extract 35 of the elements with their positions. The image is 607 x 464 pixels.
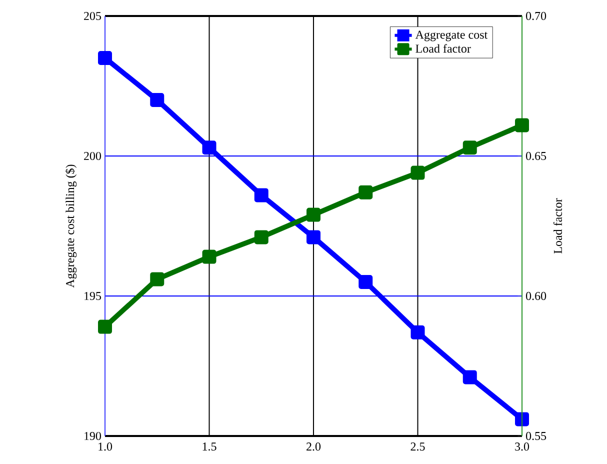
legend-label: Load factor <box>416 44 471 53</box>
point <box>462 370 477 384</box>
point <box>515 412 529 426</box>
y-tick-label: 190 <box>84 432 102 440</box>
y2-tick-label: 0.60 <box>526 292 546 300</box>
point <box>254 230 268 244</box>
point <box>202 140 216 155</box>
x-tick-label: 1.5 <box>202 442 216 451</box>
y2-tick-label: 0.65 <box>526 152 546 160</box>
point <box>202 250 216 264</box>
point <box>150 93 164 107</box>
point <box>98 320 112 334</box>
point <box>98 51 112 65</box>
point <box>254 188 268 202</box>
point <box>358 185 373 200</box>
point <box>306 230 320 244</box>
point <box>462 140 477 155</box>
point <box>410 325 425 340</box>
y-tick-label: 200 <box>84 152 102 160</box>
y-axis-title: Aggregate cost billing ($) <box>65 164 77 288</box>
point <box>410 166 425 180</box>
x-tick-label: 1.0 <box>98 442 112 451</box>
point <box>150 272 164 286</box>
y2-axis-title: Load factor <box>553 198 562 254</box>
legend-label: Aggregate cost <box>415 30 488 42</box>
point <box>306 208 320 222</box>
x-tick-label: 2.0 <box>306 442 321 451</box>
point <box>515 118 529 132</box>
y-tick-label: 205 <box>84 12 102 20</box>
y2-tick-label: 0.70 <box>526 12 546 20</box>
y-tick-label: 195 <box>84 292 102 300</box>
x-tick-label: 3.0 <box>515 442 530 451</box>
y2-tick-label: 0.55 <box>526 432 546 440</box>
point <box>358 275 373 289</box>
x-tick-label: 2.5 <box>410 442 425 451</box>
